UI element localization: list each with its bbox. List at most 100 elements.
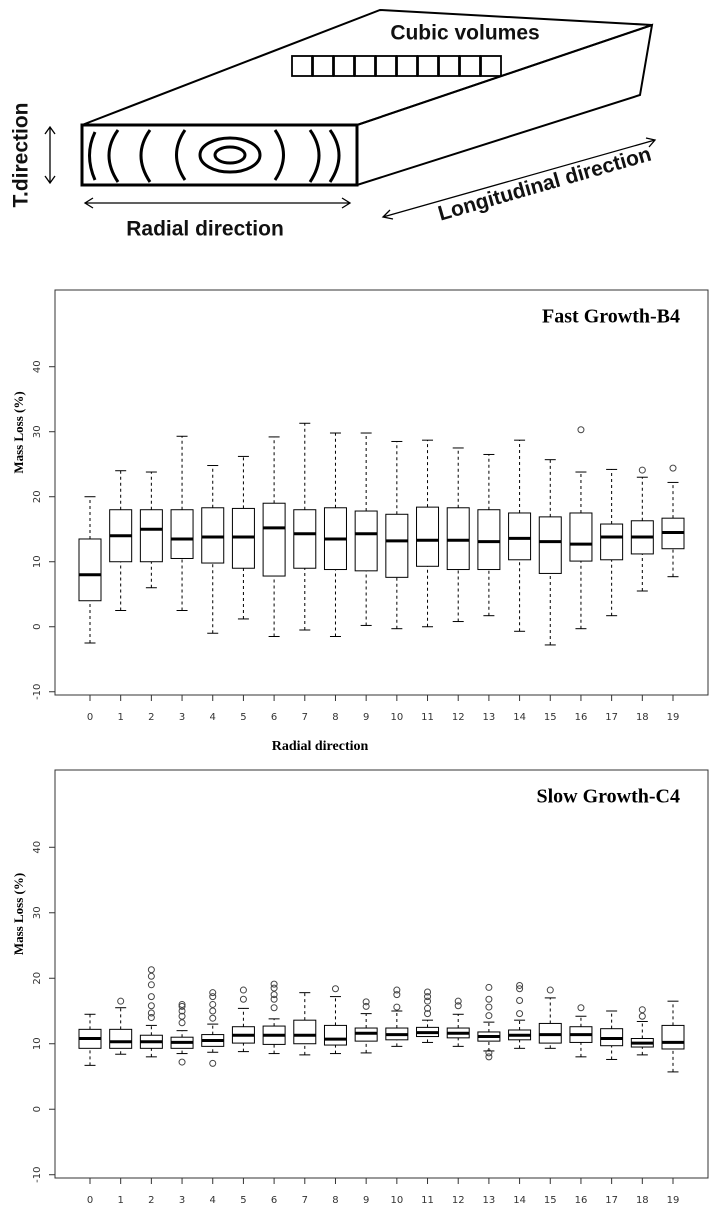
x-tick-label: 13 xyxy=(483,712,496,723)
outlier xyxy=(516,997,524,1005)
chart-title: Fast Growth-B4 xyxy=(542,306,680,328)
outlier xyxy=(638,1012,646,1020)
y-tick-label: 30 xyxy=(32,906,43,919)
y-tick-label: 20 xyxy=(32,972,43,985)
outlier xyxy=(147,1009,155,1017)
outlier xyxy=(178,1019,186,1027)
x-tick-label: 16 xyxy=(575,712,588,723)
y-axis-label: Mass Loss (%) xyxy=(11,391,26,473)
x-tick-label: 19 xyxy=(667,1195,680,1206)
chart-title: Slow Growth-C4 xyxy=(536,786,680,808)
outlier xyxy=(209,989,217,997)
box xyxy=(569,512,593,562)
outlier xyxy=(424,997,432,1005)
x-tick-label: 18 xyxy=(636,712,649,723)
y-tick-label: 40 xyxy=(32,360,43,373)
front-face xyxy=(80,123,359,187)
plot-frame xyxy=(54,769,709,1179)
x-tick-label: 4 xyxy=(210,712,216,723)
outlier xyxy=(270,991,278,999)
box xyxy=(262,502,286,577)
box xyxy=(109,1028,133,1049)
outlier xyxy=(393,1003,401,1011)
outlier xyxy=(638,466,646,474)
outlier xyxy=(239,986,247,994)
y-tick-label: -10 xyxy=(32,1167,43,1183)
t-direction-label: T.direction xyxy=(10,102,33,207)
radial-label: Radial direction xyxy=(126,218,284,241)
box xyxy=(201,507,225,564)
y-tick-label: 10 xyxy=(32,1037,43,1050)
outlier xyxy=(393,991,401,999)
outlier xyxy=(424,993,432,1001)
outlier xyxy=(209,1007,217,1015)
wood-diagram xyxy=(44,8,657,220)
outlier xyxy=(270,984,278,992)
x-tick-label: 1 xyxy=(117,1195,123,1206)
outlier xyxy=(270,980,278,988)
x-tick-label: 7 xyxy=(302,1195,308,1206)
x-tick-label: 6 xyxy=(271,712,277,723)
x-tick-label: 2 xyxy=(148,1195,154,1206)
x-tick-label: 8 xyxy=(332,1195,338,1206)
x-tick-label: 11 xyxy=(421,712,434,723)
box xyxy=(385,513,409,578)
box xyxy=(508,512,532,561)
outlier xyxy=(485,995,493,1003)
box xyxy=(477,509,501,571)
y-tick-label: 40 xyxy=(32,841,43,854)
outlier xyxy=(362,1002,370,1010)
x-tick-label: 0 xyxy=(87,712,93,723)
box xyxy=(78,538,102,602)
x-tick-label: 5 xyxy=(240,712,246,723)
outlier xyxy=(147,966,155,974)
outlier xyxy=(178,1012,186,1020)
outlier xyxy=(485,1049,493,1057)
outlier xyxy=(669,464,677,472)
outlier xyxy=(209,1014,217,1022)
outlier xyxy=(117,997,125,1005)
outlier xyxy=(178,1007,186,1015)
x-tick-label: 4 xyxy=(210,1195,216,1206)
outlier xyxy=(178,1000,186,1008)
box xyxy=(323,1024,347,1046)
x-tick-label: 2 xyxy=(148,712,154,723)
outlier xyxy=(454,997,462,1005)
x-tick-label: 14 xyxy=(513,1195,526,1206)
y-tick-label: 0 xyxy=(32,624,43,630)
box xyxy=(354,510,378,572)
box xyxy=(538,516,562,574)
x-tick-label: 7 xyxy=(302,712,308,723)
outlier xyxy=(331,985,339,993)
x-tick-label: 14 xyxy=(513,712,526,723)
outlier xyxy=(393,986,401,994)
outlier xyxy=(147,1002,155,1010)
x-tick-label: 9 xyxy=(363,1195,369,1206)
outlier xyxy=(424,1004,432,1012)
outlier xyxy=(485,1053,493,1061)
y-tick-label: 20 xyxy=(32,490,43,503)
outlier xyxy=(178,1002,186,1010)
cubic-label: Cubic volumes xyxy=(390,22,539,45)
x-tick-label: 1 xyxy=(117,712,123,723)
outlier xyxy=(485,1003,493,1011)
x-tick-label: 11 xyxy=(421,1195,434,1206)
box xyxy=(139,509,163,563)
box xyxy=(600,523,624,561)
outlier xyxy=(516,981,524,989)
outlier xyxy=(638,1006,646,1014)
growth-rings xyxy=(88,129,341,183)
x-tick-label: 17 xyxy=(605,712,618,723)
outlier xyxy=(546,986,554,994)
outlier xyxy=(424,1010,432,1018)
x-tick-label: 9 xyxy=(363,712,369,723)
outlier xyxy=(485,983,493,991)
x-tick-label: 3 xyxy=(179,1195,185,1206)
top-face xyxy=(81,8,653,126)
x-tick-label: 12 xyxy=(452,712,465,723)
outlier xyxy=(209,993,217,1001)
longitudinal-label: Longitudinal direction xyxy=(436,143,654,226)
x-tick-label: 10 xyxy=(390,712,403,723)
x-tick-label: 3 xyxy=(179,712,185,723)
outlier xyxy=(147,981,155,989)
